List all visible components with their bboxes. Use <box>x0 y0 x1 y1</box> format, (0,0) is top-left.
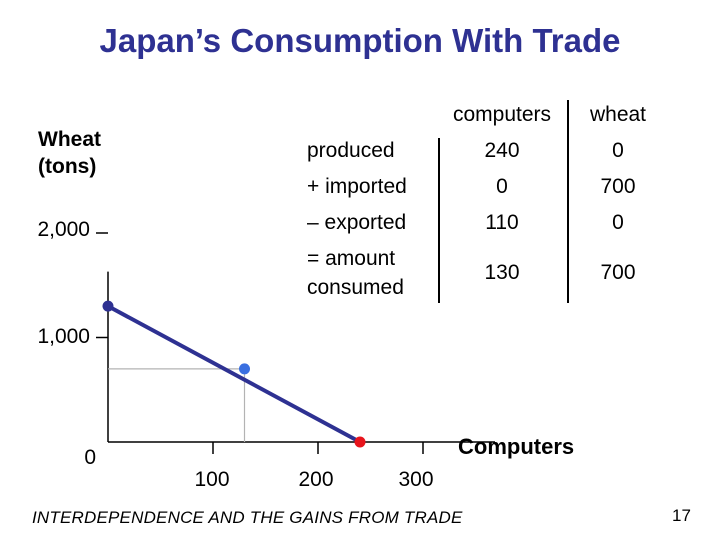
x-tick-label-200: 200 <box>298 468 334 491</box>
x-tick-label-100: 100 <box>194 468 230 491</box>
y-axis-label: Wheat (tons) <box>38 126 101 180</box>
y-tick-label-0: 0 <box>84 446 96 469</box>
table-cell-produced-wheat: 0 <box>612 139 624 162</box>
data-point-0 <box>102 300 114 312</box>
table-cell-exported-computers: 110 <box>485 211 519 234</box>
table-row-label-consumed-line-2: consumed <box>307 276 404 299</box>
table-cell-imported-wheat: 700 <box>600 175 636 198</box>
table-header-computers: computers <box>452 103 552 126</box>
table-row-label-consumed-line-1: = amount <box>307 247 396 270</box>
y-axis-label-line-1: Wheat <box>38 128 101 151</box>
table-cell-produced-computers: 240 <box>484 139 520 162</box>
x-tick-label-300: 300 <box>398 468 434 491</box>
table-row-label-consumed: = amount consumed <box>307 244 404 302</box>
footer-text: INTERDEPENDENCE AND THE GAINS FROM TRADE <box>32 508 463 527</box>
table-cell-consumed-wheat: 700 <box>600 261 636 284</box>
data-point-1 <box>354 436 366 448</box>
table-cell-exported-wheat: 0 <box>612 211 624 234</box>
slide-title: Japan’s Consumption With Trade <box>99 22 621 59</box>
table-row-label-exported: – exported <box>307 211 407 234</box>
y-tick-label-2000: 2,000 <box>37 218 90 241</box>
table-cell-consumed-computers: 130 <box>484 261 520 284</box>
table-cell-imported-computers: 0 <box>496 175 508 198</box>
table-header-wheat: wheat <box>589 103 647 126</box>
table-divider-right <box>567 100 569 303</box>
y-axis-label-line-2: (tons) <box>38 155 97 178</box>
y-tick-label-1000: 1,000 <box>37 325 90 348</box>
data-point-2 <box>239 363 250 375</box>
page-number: 17 <box>672 506 691 525</box>
table-divider-left <box>438 138 440 303</box>
table-row-label-produced: produced <box>307 139 395 162</box>
ppf-line-0 <box>107 304 361 444</box>
table-row-label-imported: + imported <box>307 175 407 198</box>
x-axis-label: Computers <box>458 434 575 459</box>
